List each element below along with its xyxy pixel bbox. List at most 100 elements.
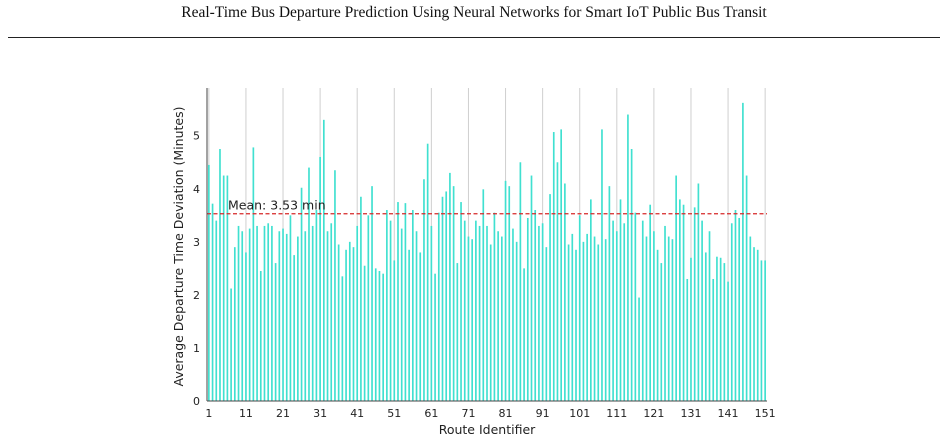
bar	[215, 220, 218, 401]
bar	[730, 223, 733, 401]
x-tick-label: 31	[313, 407, 327, 420]
bar	[671, 239, 674, 401]
bar	[322, 119, 325, 401]
bar	[534, 210, 537, 401]
bar	[745, 175, 748, 401]
bar	[545, 247, 548, 401]
bar	[645, 236, 648, 401]
bar	[452, 186, 455, 401]
bar	[712, 278, 715, 401]
x-tick-label: 71	[461, 407, 475, 420]
bar	[378, 271, 381, 401]
bar	[753, 247, 755, 401]
bar	[371, 186, 373, 401]
bar	[515, 241, 518, 401]
bar	[337, 244, 340, 401]
bar	[630, 149, 633, 401]
bar	[623, 223, 626, 401]
bar	[211, 203, 214, 401]
bar	[567, 244, 570, 401]
bar	[564, 183, 566, 401]
bar	[549, 194, 551, 401]
bar	[486, 225, 488, 401]
x-tick-label: 101	[569, 407, 590, 420]
running-header: Real-Time Bus Departure Prediction Using…	[181, 4, 767, 21]
bar	[523, 268, 525, 401]
bar	[419, 252, 422, 401]
bar	[308, 167, 310, 401]
bar	[293, 255, 295, 401]
bar	[300, 187, 303, 401]
bar	[597, 244, 600, 401]
mean-label: Mean: 3.53 min	[228, 198, 326, 213]
bar	[430, 225, 433, 401]
bar	[386, 210, 388, 401]
bar	[675, 175, 677, 401]
mean-annotation: Mean: 3.53 min	[207, 198, 767, 215]
bar	[716, 256, 718, 401]
bar	[530, 175, 533, 401]
bar	[434, 273, 436, 401]
x-tick-label: 11	[239, 407, 253, 420]
bar	[526, 217, 529, 401]
bar	[667, 236, 670, 401]
bar	[552, 132, 555, 401]
bar	[289, 215, 292, 401]
x-tick-label: 131	[680, 407, 701, 420]
y-tick-label: 1	[193, 342, 200, 355]
bar	[664, 225, 666, 401]
bar	[449, 172, 451, 401]
x-tick-label: 61	[424, 407, 438, 420]
bar	[252, 147, 255, 401]
bar	[653, 231, 655, 401]
bar	[482, 189, 485, 401]
bar	[285, 233, 288, 401]
y-axis-label: Average Departure Time Deviation (Minute…	[171, 107, 186, 387]
bar	[571, 233, 574, 401]
bar	[508, 186, 511, 401]
bar	[445, 191, 448, 401]
bar	[686, 278, 689, 401]
x-tick-label: 41	[350, 407, 364, 420]
bar	[634, 212, 637, 401]
bar	[604, 239, 607, 401]
bar	[656, 249, 659, 401]
x-tick-label: 51	[387, 407, 401, 420]
bar	[408, 249, 410, 401]
y-tick-label: 5	[193, 130, 200, 143]
bar	[608, 186, 611, 401]
bar	[501, 236, 503, 401]
bar	[738, 217, 741, 401]
bar	[330, 223, 333, 401]
bar	[460, 202, 462, 401]
bar	[423, 179, 425, 401]
bar	[512, 228, 514, 401]
bar	[315, 210, 318, 401]
bar	[278, 231, 281, 401]
bar	[233, 247, 236, 401]
bar	[319, 156, 321, 401]
bar	[241, 231, 244, 401]
bar	[756, 249, 759, 401]
bar	[237, 225, 240, 401]
bar	[297, 236, 299, 401]
bar	[638, 297, 640, 401]
bar	[393, 260, 396, 401]
bar	[734, 210, 737, 401]
bar	[404, 203, 407, 401]
bar	[363, 265, 366, 401]
bar	[374, 268, 377, 401]
bar	[389, 220, 392, 401]
bar	[334, 170, 336, 401]
bar	[415, 231, 418, 401]
bar	[282, 228, 284, 401]
bar	[304, 231, 307, 401]
bar	[764, 260, 766, 401]
bar	[356, 225, 359, 401]
bar	[400, 228, 403, 401]
bar	[426, 143, 429, 402]
bar	[619, 199, 622, 401]
bar	[612, 220, 614, 401]
bar	[586, 233, 588, 401]
